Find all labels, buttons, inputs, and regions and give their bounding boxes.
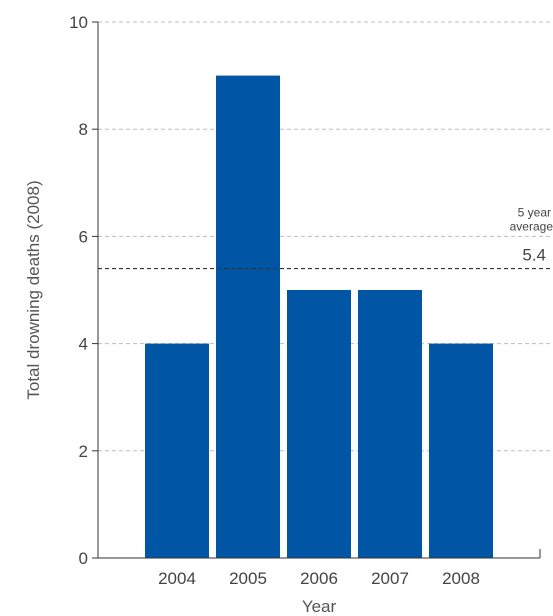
x-tick-labels: 2004 2005 2006 2007 2008	[158, 569, 480, 588]
y-tick-label-6: 6	[79, 227, 88, 246]
average-value-label: 5.4	[522, 246, 546, 265]
bar-2008	[429, 343, 493, 558]
average-reference: 5 year average 5.4	[98, 206, 553, 270]
y-tick-label-2: 2	[79, 442, 88, 461]
x-axis-title: Year	[302, 597, 337, 616]
x-tick-label-2005: 2005	[229, 569, 267, 588]
average-label-line2: average	[510, 220, 553, 234]
y-axis-title: Total drowning deaths (2008)	[24, 180, 43, 399]
bar-2005	[216, 75, 280, 558]
y-tick-label-4: 4	[79, 335, 88, 354]
average-label-line1: 5 year	[518, 206, 551, 220]
axes	[97, 22, 541, 559]
bar-2004	[145, 343, 209, 558]
y-tick-label-0: 0	[79, 549, 88, 568]
bar-2006	[287, 290, 351, 558]
x-tick-label-2004: 2004	[158, 569, 196, 588]
bars	[145, 75, 493, 558]
y-tick-label-8: 8	[79, 120, 88, 139]
x-tick-label-2008: 2008	[442, 569, 480, 588]
bar-2007	[358, 290, 422, 558]
y-tick-label-10: 10	[69, 13, 88, 32]
x-tick-label-2007: 2007	[371, 569, 409, 588]
y-tick-labels: 0 2 4 6 8 10	[69, 13, 98, 568]
x-tick-label-2006: 2006	[300, 569, 338, 588]
